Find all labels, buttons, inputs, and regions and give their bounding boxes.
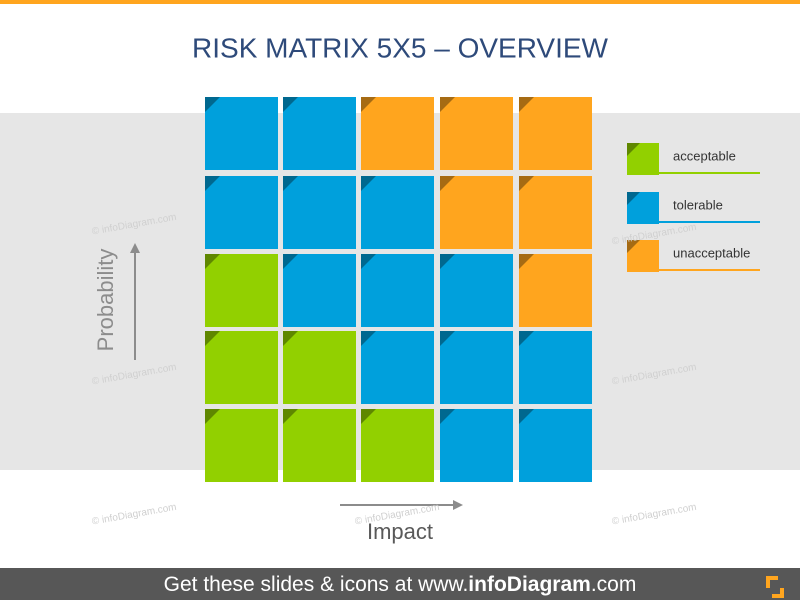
matrix-cell — [519, 254, 592, 327]
matrix-cell — [361, 254, 434, 327]
cell-corner — [283, 409, 298, 424]
cell-corner — [440, 409, 455, 424]
cell-corner — [519, 409, 534, 424]
cell-corner — [205, 176, 220, 191]
matrix-cell — [361, 409, 434, 482]
logo — [766, 576, 784, 598]
cell-corner — [205, 409, 220, 424]
cell-corner — [519, 176, 534, 191]
legend-swatch — [627, 240, 659, 272]
legend-corner — [627, 192, 640, 205]
matrix-cell — [519, 409, 592, 482]
x-axis-label: Impact — [367, 519, 433, 544]
cell-corner — [519, 254, 534, 269]
footer-bar — [0, 568, 800, 600]
cell-corner — [440, 97, 455, 112]
matrix-cell — [283, 254, 356, 327]
cell-corner — [440, 331, 455, 346]
matrix-cell — [205, 331, 278, 404]
matrix-cell — [205, 97, 278, 170]
cell-corner — [283, 97, 298, 112]
cell-corner — [519, 97, 534, 112]
cell-corner — [205, 254, 220, 269]
matrix-cell — [205, 409, 278, 482]
matrix-cell — [361, 97, 434, 170]
logo-mark — [772, 588, 784, 598]
title: RISK MATRIX 5X5 – OVERVIEW — [192, 32, 609, 63]
legend-label: unacceptable — [673, 245, 750, 260]
footer-brand: infoDiagram — [468, 573, 591, 596]
matrix-cell — [440, 254, 513, 327]
cell-corner — [361, 409, 376, 424]
cell-corner — [361, 176, 376, 191]
legend-label: acceptable — [673, 148, 736, 163]
matrix-cell — [283, 97, 356, 170]
cell-corner — [440, 176, 455, 191]
footer-prefix: Get these slides & icons at www. — [164, 573, 469, 596]
legend-corner — [627, 240, 640, 253]
y-arrow-head — [130, 243, 140, 253]
x-arrow-head — [453, 500, 463, 510]
legend-corner — [627, 143, 640, 156]
cell-corner — [283, 254, 298, 269]
legend-swatch — [627, 143, 659, 175]
matrix-cell — [361, 176, 434, 249]
matrix-cell — [283, 176, 356, 249]
matrix-cell — [440, 176, 513, 249]
matrix-cell — [519, 176, 592, 249]
footer-suffix: .com — [591, 573, 637, 596]
cell-corner — [361, 97, 376, 112]
footer-text: Get these slides & icons at www.infoDiag… — [164, 573, 637, 596]
matrix-cell — [440, 409, 513, 482]
matrix — [205, 97, 592, 482]
cell-corner — [283, 331, 298, 346]
cell-corner — [361, 254, 376, 269]
matrix-cell — [519, 97, 592, 170]
cell-corner — [205, 97, 220, 112]
matrix-cell — [205, 254, 278, 327]
cell-corner — [361, 331, 376, 346]
y-axis-label: Probability — [93, 249, 118, 352]
cell-corner — [519, 331, 534, 346]
matrix-cell — [440, 331, 513, 404]
matrix-cell — [205, 176, 278, 249]
cell-corner — [205, 331, 220, 346]
logo-mark — [766, 576, 778, 588]
matrix-cell — [440, 97, 513, 170]
legend-label: tolerable — [673, 197, 723, 212]
cell-corner — [440, 254, 455, 269]
matrix-cell — [283, 331, 356, 404]
matrix-cell — [283, 409, 356, 482]
matrix-cell — [361, 331, 434, 404]
legend-swatch — [627, 192, 659, 224]
matrix-cell — [519, 331, 592, 404]
top-bar — [0, 0, 800, 4]
cell-corner — [283, 176, 298, 191]
legend: acceptable tolerable unacceptable — [627, 143, 760, 272]
